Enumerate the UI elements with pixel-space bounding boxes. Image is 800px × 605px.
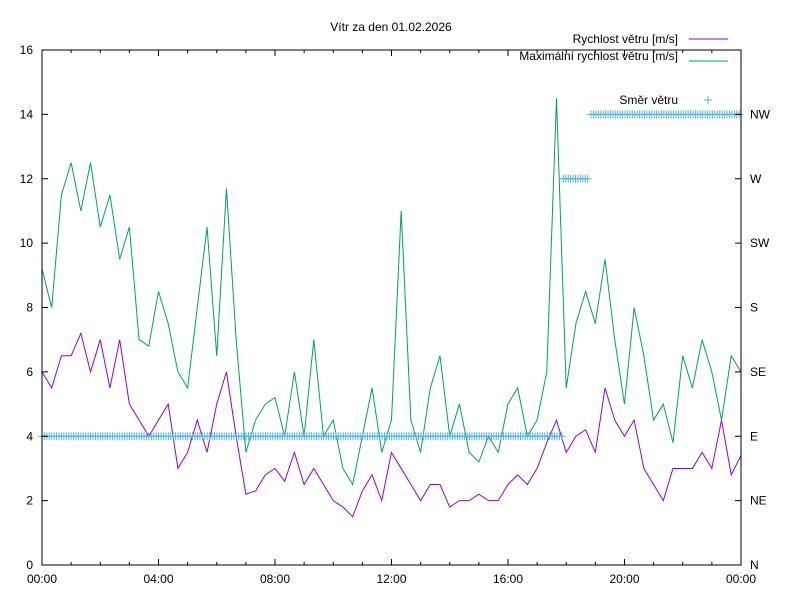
y-tick-label: 8: [26, 301, 33, 315]
legend-label-direction: Směr větru: [619, 93, 678, 107]
y2-tick-label: NE: [750, 494, 767, 508]
x-tick-label: 20:00: [609, 572, 639, 586]
chart-title: Vítr za den 01.02.2026: [330, 20, 452, 34]
x-tick-label: 04:00: [143, 572, 173, 586]
x-tick-label: 00:00: [27, 572, 57, 586]
x-tick-label: 08:00: [260, 572, 290, 586]
y-tick-label: 0: [26, 558, 33, 572]
y-tick-label: 4: [26, 429, 33, 443]
y-tick-label: 6: [26, 365, 33, 379]
x-tick-label: 16:00: [493, 572, 523, 586]
y2-tick-label: E: [750, 429, 758, 443]
y2-tick-label: SW: [750, 236, 770, 250]
plot-area: [38, 98, 744, 518]
y-tick-label: 12: [20, 172, 34, 186]
y2-tick-label: N: [750, 558, 759, 572]
x-tick-label: 00:00: [726, 572, 756, 586]
series-line-speed: [41, 331, 742, 518]
y-tick-label: 16: [20, 43, 34, 57]
series-line-max-speed: [41, 98, 742, 486]
y2-tick-label: NW: [750, 107, 771, 121]
axes: 0 2 4 6 8 10 12 14 16 N NE E SE S SW W NW 00:00 04:00 08:00…: [20, 43, 771, 586]
direction-markers-E: [38, 432, 566, 441]
legend-label-speed: Rychlost větru [m/s]: [573, 32, 678, 46]
plot-frame: [41, 49, 742, 566]
legend-label-max-speed: Maximální rychlost větru [m/s]: [519, 49, 678, 63]
direction-marker: [557, 432, 566, 441]
y2-tick-label: W: [750, 172, 762, 186]
y-tick-label: 10: [20, 236, 34, 250]
y-tick-label: 2: [26, 494, 33, 508]
x-tick-label: 12:00: [376, 572, 406, 586]
direction-markers-W: [559, 174, 592, 183]
legend: Rychlost větru [m/s] Maximální rychlost …: [519, 32, 728, 107]
legend-marker-direction: [704, 96, 712, 104]
y2-tick-label: S: [750, 301, 758, 315]
direction-markers-NW: [587, 110, 744, 119]
direction-marker: [583, 174, 592, 183]
y-tick-label: 14: [20, 107, 34, 121]
y2-tick-label: SE: [750, 365, 766, 379]
